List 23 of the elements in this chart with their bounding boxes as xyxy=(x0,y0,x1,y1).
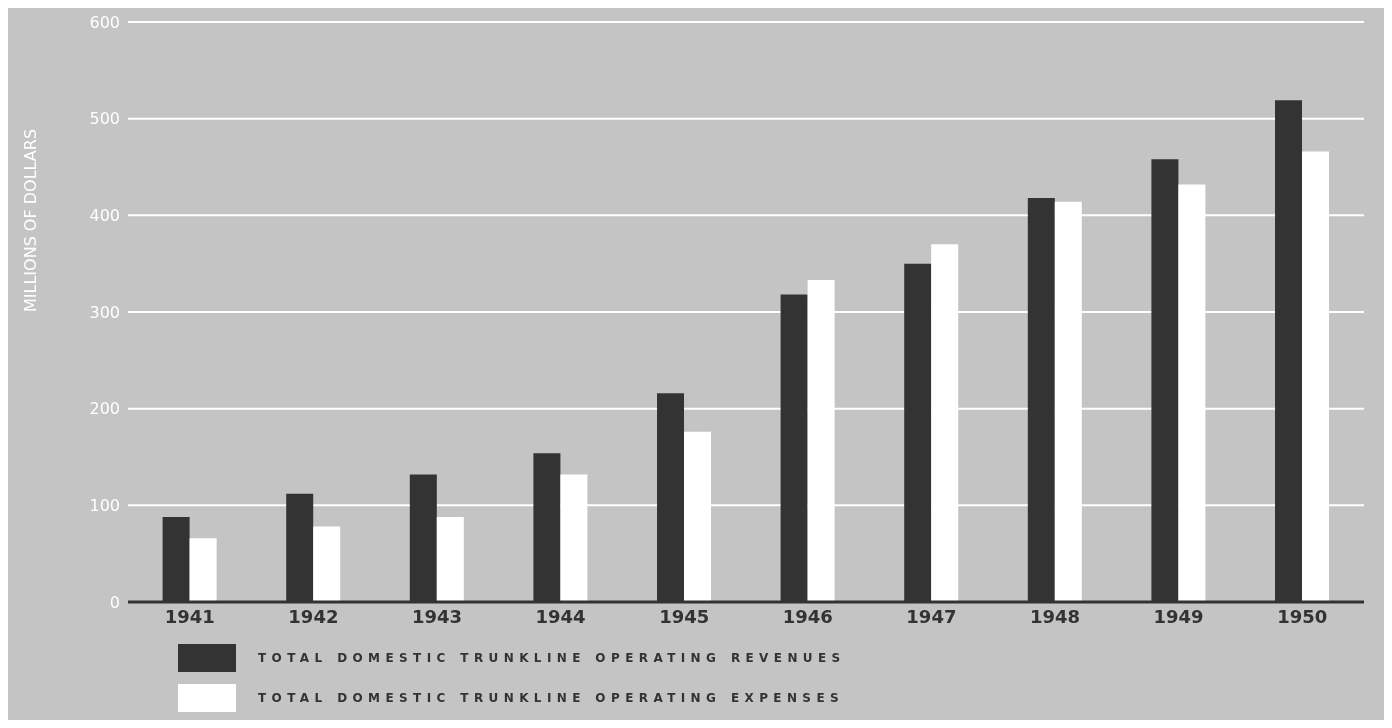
x-tick-label: 1945 xyxy=(659,605,710,627)
legend-label: TOTAL DOMESTIC TRUNKLINE OPERATING REVENUES xyxy=(258,651,846,665)
bar xyxy=(313,526,341,602)
bar xyxy=(436,516,464,602)
y-tick-label: 400 xyxy=(89,206,120,226)
y-tick-label: 200 xyxy=(89,399,120,419)
x-tick-label: 1943 xyxy=(411,605,463,627)
y-tick-label: 0 xyxy=(109,592,120,612)
legend-label: TOTAL DOMESTIC TRUNKLINE OPERATING EXPENSES xyxy=(258,691,845,705)
x-tick-label: 1941 xyxy=(164,605,215,627)
x-tick-label: 1949 xyxy=(1153,605,1204,627)
x-tick-label: 1950 xyxy=(1277,605,1328,627)
x-tick-label: 1947 xyxy=(906,605,957,627)
bar xyxy=(189,538,217,602)
y-tick-label: 300 xyxy=(89,302,120,322)
x-tick-label: 1944 xyxy=(535,605,586,627)
x-tick-label: 1942 xyxy=(288,605,339,627)
y-tick-label: 600 xyxy=(89,12,120,32)
y-tick-label: 500 xyxy=(89,109,120,129)
x-tick-label: 1948 xyxy=(1029,605,1081,627)
y-axis-title: MILLIONS OF DOLLARS xyxy=(20,128,40,312)
x-tick-label: 1946 xyxy=(782,605,833,627)
y-tick-label: 100 xyxy=(89,496,120,516)
